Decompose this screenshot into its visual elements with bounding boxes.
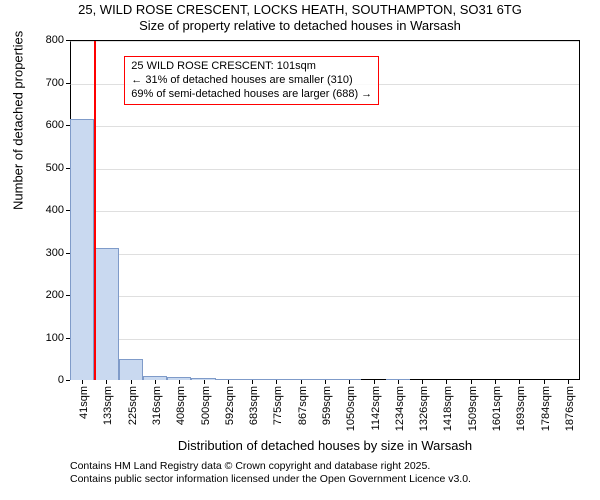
chart-title-line2: Size of property relative to detached ho… bbox=[0, 18, 600, 34]
xtick-mark bbox=[349, 380, 350, 384]
ytick-label: 500 bbox=[36, 162, 64, 174]
chart-title-line1: 25, WILD ROSE CRESCENT, LOCKS HEATH, SOU… bbox=[0, 2, 600, 18]
gridline bbox=[70, 339, 579, 340]
xtick-label: 225sqm bbox=[127, 386, 139, 425]
annotation-line1: 25 WILD ROSE CRESCENT: 101sqm bbox=[131, 60, 372, 74]
ytick-mark bbox=[66, 253, 70, 254]
xtick-mark bbox=[568, 380, 569, 384]
xtick-mark bbox=[179, 380, 180, 384]
xtick-label: 775sqm bbox=[272, 386, 284, 425]
y-axis-title: Number of detached properties bbox=[11, 31, 26, 210]
xtick-label: 1876sqm bbox=[564, 386, 576, 431]
xtick-mark bbox=[276, 380, 277, 384]
ytick-label: 200 bbox=[36, 289, 64, 301]
ytick-label: 300 bbox=[36, 247, 64, 259]
xtick-mark bbox=[422, 380, 423, 384]
xtick-label: 1142sqm bbox=[370, 386, 382, 430]
xtick-mark bbox=[325, 380, 326, 384]
xtick-label: 683sqm bbox=[248, 386, 260, 425]
xtick-mark bbox=[252, 380, 253, 384]
xtick-label: 1326sqm bbox=[418, 386, 430, 431]
ytick-mark bbox=[66, 40, 70, 41]
xtick-mark bbox=[495, 380, 496, 384]
xtick-label: 1693sqm bbox=[515, 386, 527, 431]
xtick-mark bbox=[446, 380, 447, 384]
gridline bbox=[70, 254, 579, 255]
annotation-line3: 69% of semi-detached houses are larger (… bbox=[131, 88, 372, 102]
histogram-bar bbox=[94, 248, 118, 380]
xtick-label: 1234sqm bbox=[394, 386, 406, 431]
gridline bbox=[70, 211, 579, 212]
ytick-mark bbox=[66, 83, 70, 84]
annotation-line2: ← 31% of detached houses are smaller (31… bbox=[131, 74, 372, 88]
x-axis-title: Distribution of detached houses by size … bbox=[70, 438, 580, 453]
ytick-mark bbox=[66, 380, 70, 381]
xtick-label: 959sqm bbox=[321, 386, 333, 425]
xtick-label: 1509sqm bbox=[467, 386, 479, 431]
chart-container: 25, WILD ROSE CRESCENT, LOCKS HEATH, SOU… bbox=[0, 0, 600, 500]
xtick-mark bbox=[82, 380, 83, 384]
xtick-mark bbox=[471, 380, 472, 384]
annotation-box: 25 WILD ROSE CRESCENT: 101sqm← 31% of de… bbox=[124, 56, 379, 105]
xtick-mark bbox=[374, 380, 375, 384]
ytick-mark bbox=[66, 210, 70, 211]
xtick-label: 41sqm bbox=[78, 386, 90, 419]
xtick-label: 1418sqm bbox=[442, 386, 454, 431]
gridline bbox=[70, 41, 579, 42]
xtick-mark bbox=[519, 380, 520, 384]
footer-line1: Contains HM Land Registry data © Crown c… bbox=[70, 460, 580, 473]
gridline bbox=[70, 296, 579, 297]
footer-line2: Contains public sector information licen… bbox=[70, 473, 580, 486]
property-marker-line bbox=[94, 41, 96, 380]
xtick-label: 1601sqm bbox=[491, 386, 503, 431]
xtick-mark bbox=[228, 380, 229, 384]
gridline bbox=[70, 169, 579, 170]
ytick-mark bbox=[66, 338, 70, 339]
ytick-label: 100 bbox=[36, 332, 64, 344]
xtick-mark bbox=[398, 380, 399, 384]
xtick-mark bbox=[131, 380, 132, 384]
gridline bbox=[70, 126, 579, 127]
xtick-label: 500sqm bbox=[200, 386, 212, 425]
ytick-mark bbox=[66, 168, 70, 169]
xtick-mark bbox=[106, 380, 107, 384]
xtick-label: 316sqm bbox=[151, 386, 163, 425]
xtick-label: 1784sqm bbox=[540, 386, 552, 431]
xtick-label: 867sqm bbox=[297, 386, 309, 425]
footer: Contains HM Land Registry data © Crown c… bbox=[70, 460, 580, 486]
xtick-label: 592sqm bbox=[224, 386, 236, 425]
ytick-label: 800 bbox=[36, 34, 64, 46]
xtick-label: 1050sqm bbox=[345, 386, 357, 431]
ytick-mark bbox=[66, 295, 70, 296]
histogram-bar bbox=[70, 119, 94, 380]
ytick-label: 0 bbox=[36, 374, 64, 386]
xtick-mark bbox=[544, 380, 545, 384]
chart-title-block: 25, WILD ROSE CRESCENT, LOCKS HEATH, SOU… bbox=[0, 0, 600, 33]
ytick-label: 400 bbox=[36, 204, 64, 216]
ytick-label: 700 bbox=[36, 77, 64, 89]
histogram-bar bbox=[119, 359, 143, 380]
xtick-mark bbox=[301, 380, 302, 384]
xtick-label: 133sqm bbox=[102, 386, 114, 425]
xtick-label: 408sqm bbox=[175, 386, 187, 425]
xtick-mark bbox=[204, 380, 205, 384]
ytick-mark bbox=[66, 125, 70, 126]
ytick-label: 600 bbox=[36, 119, 64, 131]
xtick-mark bbox=[155, 380, 156, 384]
